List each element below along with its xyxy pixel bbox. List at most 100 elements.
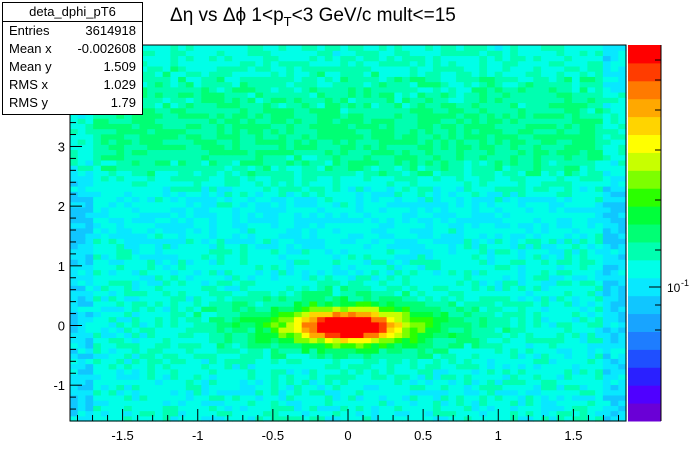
heatmap-cell — [448, 327, 457, 333]
heatmap-cell — [432, 405, 442, 412]
heatmap-cell — [525, 384, 534, 391]
heatmap-cell — [348, 149, 357, 156]
heatmap-cell — [224, 253, 233, 260]
heatmap-cell — [595, 217, 604, 224]
heatmap-cell — [93, 186, 102, 192]
heatmap-cell — [278, 410, 287, 417]
heatmap-cell — [432, 353, 442, 359]
heatmap-cell — [525, 243, 534, 250]
heatmap-cell — [409, 217, 419, 224]
heatmap-cell — [417, 186, 426, 192]
heatmap-cell — [209, 212, 218, 218]
heatmap-cell — [579, 374, 588, 380]
heatmap-cell — [116, 118, 125, 124]
heatmap-cell — [494, 347, 504, 354]
heatmap-cell — [502, 71, 511, 77]
heatmap-cell — [348, 285, 357, 292]
heatmap-cell — [386, 128, 395, 135]
heatmap-cell — [463, 201, 473, 208]
heatmap-cell — [402, 60, 411, 67]
heatmap-cell — [124, 264, 133, 271]
heatmap-cell — [293, 233, 303, 239]
heatmap-cell — [293, 238, 303, 245]
heatmap-cell — [93, 248, 102, 255]
heatmap-cell — [448, 280, 457, 286]
heatmap-cell — [77, 300, 87, 307]
heatmap-cell — [247, 212, 256, 218]
heatmap-cell — [564, 107, 573, 114]
heatmap-cell — [378, 212, 388, 218]
heatmap-cell — [587, 97, 596, 104]
heatmap-cell — [378, 280, 388, 286]
heatmap-cell — [487, 316, 496, 323]
heatmap-cell — [270, 139, 280, 145]
heatmap-cell — [100, 154, 110, 161]
heatmap-cell — [525, 186, 534, 192]
heatmap-cell — [487, 76, 496, 83]
heatmap-cell — [463, 212, 473, 218]
heatmap-cell — [131, 196, 141, 203]
heatmap-cell — [587, 71, 596, 77]
heatmap-cell — [548, 332, 558, 339]
heatmap-cell — [201, 191, 210, 198]
heatmap-cell — [154, 233, 164, 239]
heatmap-cell — [93, 321, 102, 328]
heatmap-cell — [595, 71, 604, 77]
heatmap-cell — [201, 259, 210, 265]
heatmap-cell — [610, 196, 619, 203]
heatmap-cell — [185, 133, 195, 140]
heatmap-cell — [178, 253, 187, 260]
heatmap-cell — [564, 259, 573, 265]
heatmap-cell — [378, 253, 388, 260]
heatmap-cell — [587, 353, 596, 359]
heatmap-cell — [610, 175, 619, 182]
heatmap-cell — [471, 92, 480, 98]
heatmap-cell — [309, 248, 318, 255]
heatmap-cell — [93, 337, 102, 344]
heatmap-cell — [440, 233, 449, 239]
heatmap-cell — [232, 107, 241, 114]
heatmap-cell — [548, 175, 558, 182]
heatmap-cell — [502, 264, 511, 271]
heatmap-cell — [263, 264, 272, 271]
heatmap-cell — [579, 248, 588, 255]
heatmap-cell — [409, 233, 419, 239]
heatmap-cell — [108, 321, 117, 328]
heatmap-cell — [340, 311, 349, 318]
heatmap-cell — [201, 306, 210, 312]
heatmap-cell — [100, 337, 110, 344]
heatmap-cell — [363, 175, 372, 182]
heatmap-cell — [564, 191, 573, 198]
heatmap-cell — [185, 248, 195, 255]
heatmap-cell — [355, 118, 365, 124]
heatmap-cell — [471, 170, 480, 177]
heatmap-cell — [517, 394, 527, 401]
heatmap-cell — [587, 274, 596, 281]
heatmap-cell — [348, 196, 357, 203]
heatmap-cell — [162, 410, 171, 417]
heatmap-cell — [263, 81, 272, 88]
heatmap-cell — [463, 280, 473, 286]
heatmap-cell — [463, 384, 473, 391]
heatmap-cell — [70, 327, 79, 333]
heatmap-cell — [209, 358, 218, 365]
heatmap-cell — [216, 400, 226, 406]
heatmap-cell — [525, 196, 534, 203]
heatmap-cell — [363, 321, 372, 328]
heatmap-cell — [510, 332, 519, 339]
heatmap-cell — [402, 238, 411, 245]
heatmap-cell — [402, 144, 411, 151]
heatmap-cell — [363, 165, 372, 171]
heatmap-cell — [417, 300, 426, 307]
heatmap-cell — [224, 170, 233, 177]
heatmap-cell — [263, 295, 272, 302]
heatmap-cell — [618, 394, 627, 401]
heatmap-cell — [201, 269, 210, 276]
heatmap-cell — [517, 290, 527, 297]
heatmap-cell — [371, 358, 380, 365]
heatmap-cell — [293, 212, 303, 218]
heatmap-cell — [556, 201, 565, 208]
heatmap-cell — [533, 337, 542, 344]
heatmap-cell — [595, 285, 604, 292]
heatmap-cell — [162, 196, 171, 203]
